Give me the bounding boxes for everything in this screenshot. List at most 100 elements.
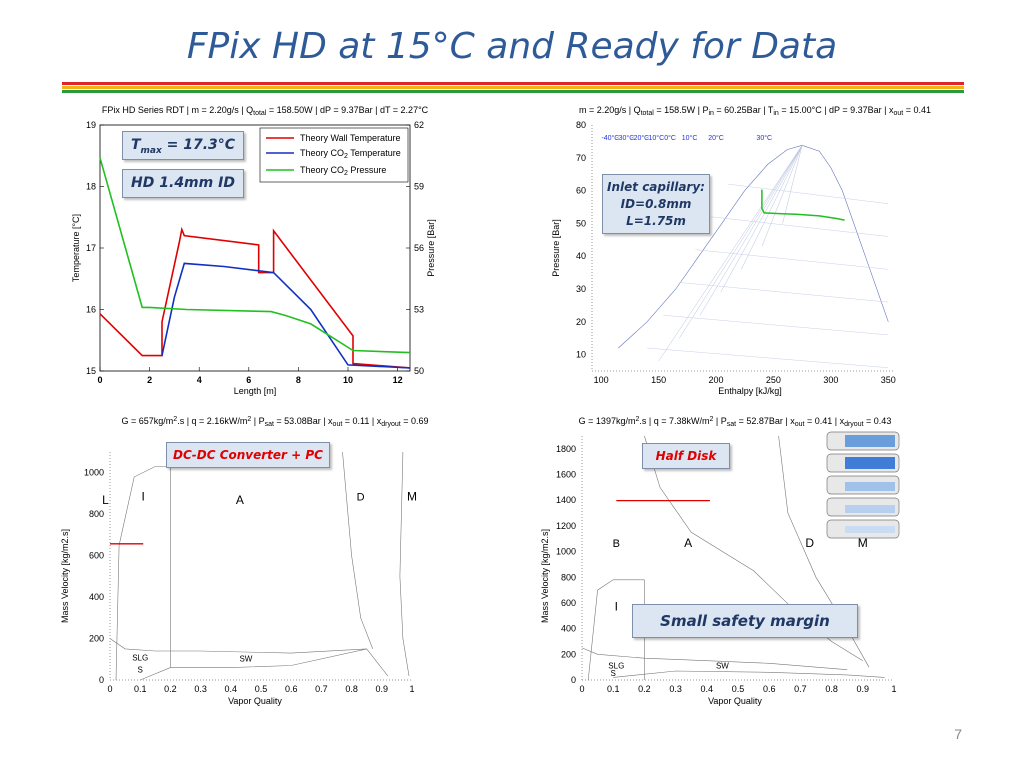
flowmap-region-label: D	[357, 492, 365, 504]
rdt-y-tick-label-right: 59	[414, 182, 424, 192]
flowmap-y-tick-label: 400	[561, 624, 576, 634]
flowmap-x-tick-label: 0.6	[763, 684, 776, 694]
flowmap-region-label: B	[613, 538, 620, 550]
ph-y-axis-label: Pressure [Bar]	[551, 219, 561, 277]
rdt-y-tick-label-right: 53	[414, 305, 424, 315]
flowmap-x-tick-label: 0.8	[345, 684, 358, 694]
slide-title: FPix HD at 15°C and Ready for Data	[186, 26, 838, 67]
rdt-x-tick-label: 0	[97, 375, 102, 385]
rdt-x-tick-label: 2	[147, 375, 152, 385]
flowmap-dcdc-title: G = 657kg/m2.s | q = 2.16kW/m2 | Psat = …	[122, 416, 429, 428]
ph-isotherm-line	[679, 282, 889, 303]
flowmap-boundary-5	[613, 670, 885, 678]
ph-cycle-line-0	[761, 189, 845, 221]
rdt-series-line-2	[99, 157, 411, 354]
flowmap-x-tick-label: 0.9	[376, 684, 389, 694]
flowmap-y-tick-label: 1000	[556, 547, 576, 557]
rdt-x-tick-label: 6	[246, 375, 251, 385]
flowmap-x-tick-label: 0.4	[701, 684, 714, 694]
flowmap-y-tick-label: 800	[561, 572, 576, 582]
rdt-y-tick-label-right: 50	[414, 366, 424, 376]
flow-pattern-thumbnails	[826, 431, 900, 539]
ph-y-tick-label: 30	[576, 284, 586, 294]
rdt-y-axis-label-right: Pressure [Bar]	[426, 219, 436, 277]
flowmap-halfdisk-plot-area: 0 0.1 0.2 0.3 0.4 0.5 0.6 0.7 0.8 0.9 1 0 200 400 600 8…	[556, 435, 897, 694]
ph-y-tick-label: 60	[576, 186, 586, 196]
title-band-green	[62, 90, 964, 93]
ph-isotherm-label: -40°C	[601, 134, 619, 142]
flowmap-x-tick-label: 0.1	[607, 684, 620, 694]
ph-x-tick-label: 300	[823, 375, 838, 385]
ph-isotherm-label: 10°C	[682, 134, 698, 142]
ph-isotherm-label: 20°C	[708, 134, 724, 142]
flowmap-x-tick-label: 0.3	[194, 684, 207, 694]
ph-quality-line	[761, 145, 803, 247]
rdt-legend	[259, 127, 409, 183]
flowmap-region-label: A	[236, 493, 244, 507]
half-disk-callout: Half Disk	[642, 443, 730, 469]
flowmap-y-tick-label: 400	[89, 592, 104, 602]
flowmap-region-label: SLG	[132, 653, 148, 662]
ph-x-tick-label: 350	[881, 375, 896, 385]
flowmap-x-tick-label: 0.7	[315, 684, 328, 694]
ph-isotherm-line	[647, 347, 889, 368]
ph-isotherm-line	[711, 216, 889, 237]
flowmap-y-tick-label: 1200	[556, 521, 576, 531]
flowmap-region-label: S	[611, 669, 616, 678]
flowmap-y-tick-label: 1600	[556, 470, 576, 480]
flowmap-y-tick-label: 200	[89, 634, 104, 644]
rdt-chart: FPix HD Series RDT | m = 2.20g/s | Qtota…	[71, 105, 436, 396]
chart-panel-flowmap-dcdc: G = 657kg/m2.s | q = 2.16kW/m2 | Psat = …	[60, 408, 460, 710]
ph-x-tick-label: 100	[594, 375, 609, 385]
flowmap-y-tick-label: 1000	[84, 468, 104, 478]
ph-quality-line	[699, 145, 803, 316]
flowmap-y-tick-label: 0	[99, 675, 104, 685]
ph-x-tick-label: 150	[651, 375, 666, 385]
rdt-x-tick-label: 10	[343, 375, 353, 385]
flowmap-region-label: SLG	[608, 661, 624, 670]
rdt-x-axis-label: Length [m]	[234, 386, 277, 396]
flowmap-boundary-3	[140, 648, 389, 681]
flowmap-boundary-2	[644, 435, 863, 661]
ph-isotherm-label: 0°C	[664, 134, 676, 142]
flowmap-region-label: D	[805, 536, 814, 550]
safety-margin-callout: Small safety margin	[632, 604, 858, 638]
flowmap-region-label: M	[858, 536, 868, 550]
rdt-plot-area: 0 2 4 6 8 10 12 15 16 17 18 19 50 53 56 59 62	[86, 120, 424, 385]
flowmap-x-tick-label: 0.6	[285, 684, 298, 694]
inlet-capillary-callout: Inlet capillary: ID=0.8mm L=1.75m	[602, 174, 710, 234]
ph-y-tick-label: 70	[576, 153, 586, 163]
flowmap-region-label: I	[142, 490, 145, 504]
flowmap-halfdisk-chart: G = 1397kg/m2.s | q = 7.38kW/m2 | Psat =…	[540, 416, 900, 706]
flowmap-y-tick-label: 1800	[556, 444, 576, 454]
dcdc-callout: DC-DC Converter + PC	[166, 442, 330, 468]
chart-panel-rdt: FPix HD Series RDT | m = 2.20g/s | Qtota…	[60, 98, 460, 400]
ph-plot-area: 100 150 200 250 300 3501020304050607080-40°C-…	[576, 120, 896, 385]
ph-isotherm-line	[695, 249, 889, 270]
flowmap-halfdisk-y-axis-label: Mass Velocity [kg/m2.s]	[540, 529, 550, 623]
ph-quality-line	[679, 145, 803, 339]
flowmap-x-tick-label: 0.2	[164, 684, 177, 694]
ph-x-tick-label: 200	[708, 375, 723, 385]
ph-isotherm-line	[727, 183, 889, 204]
rdt-series-line-0	[99, 226, 411, 369]
rdt-y-axis-label-left: Temperature [°C]	[71, 214, 81, 282]
flowmap-x-tick-label: 0.5	[255, 684, 268, 694]
ph-isotherm-label: -20°C	[631, 134, 649, 142]
flowmap-dcdc-plot-area: 0 0.1 0.2 0.3 0.4 0.5 0.6 0.7 0.8 0.9 1 0 200 400 600 8…	[84, 451, 417, 694]
flowmap-x-tick-label: 0	[107, 684, 112, 694]
flowmap-x-tick-label: 0	[579, 684, 584, 694]
flowmap-x-tick-label: 0.1	[134, 684, 147, 694]
ph-isotherm-label: -30°C	[616, 134, 634, 142]
flowmap-region-label: M	[407, 490, 417, 504]
ph-quality-line	[782, 145, 803, 224]
flowmap-x-tick-label: 1	[409, 684, 414, 694]
flowmap-halfdisk-x-axis-label: Vapor Quality	[708, 696, 762, 706]
legend-label-co2-temp: Theory CO2 Temperature	[300, 148, 401, 160]
flowmap-x-tick-label: 0.2	[638, 684, 651, 694]
flowmap-boundary-2	[109, 638, 367, 654]
rdt-y-tick-label-left: 19	[86, 120, 96, 130]
ph-y-tick-label: 50	[576, 218, 586, 228]
rdt-y-tick-label-left: 16	[86, 305, 96, 315]
flowmap-y-tick-label: 1400	[556, 495, 576, 505]
